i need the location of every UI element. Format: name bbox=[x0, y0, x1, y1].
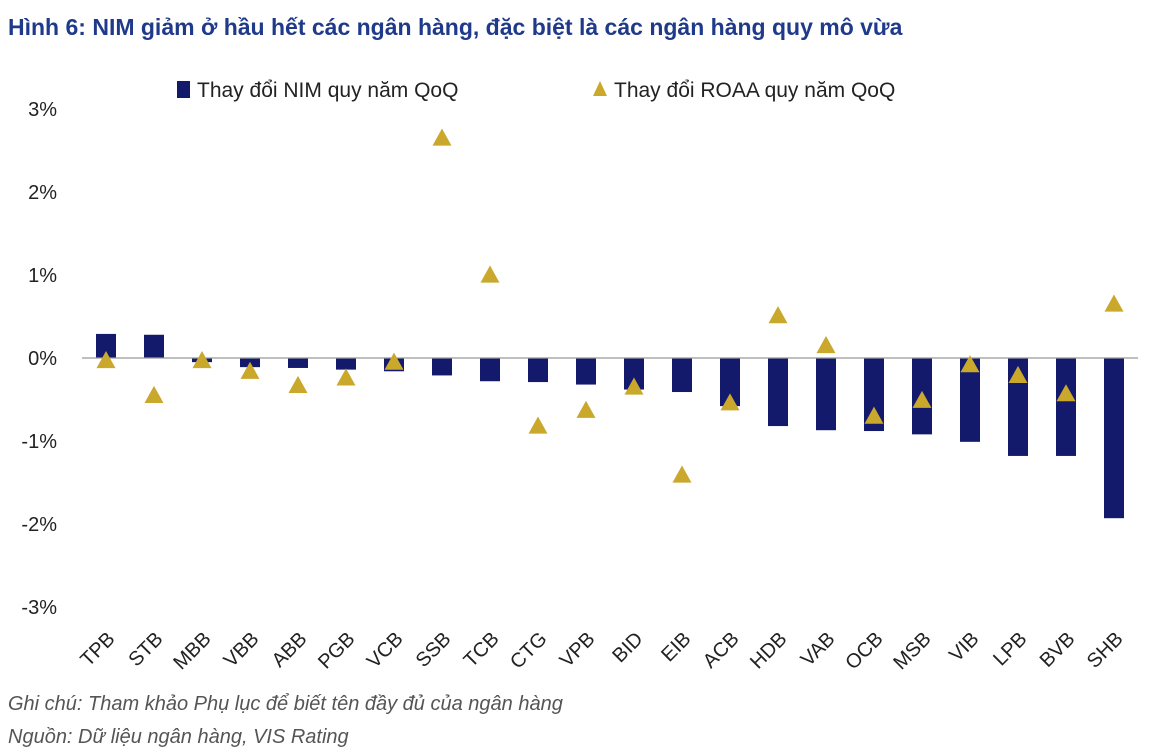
y-tick-label: 1% bbox=[28, 265, 57, 287]
roaa-point bbox=[1056, 384, 1076, 402]
y-tick-label: 3% bbox=[28, 99, 57, 121]
nim-bar bbox=[480, 358, 500, 382]
nim-bar bbox=[336, 358, 356, 370]
x-tick-label: VBB bbox=[220, 628, 264, 672]
x-tick-label: STB bbox=[124, 628, 167, 671]
nim-bar bbox=[816, 358, 836, 431]
x-tick-label: BID bbox=[608, 628, 647, 667]
x-tick-label: SSB bbox=[412, 628, 456, 672]
x-tick-label: MSB bbox=[889, 628, 935, 674]
roaa-point bbox=[240, 361, 260, 379]
nim-bar bbox=[288, 358, 308, 368]
nim-bar bbox=[624, 358, 644, 390]
roaa-point bbox=[864, 406, 884, 424]
x-tick-label: CTG bbox=[506, 628, 551, 673]
roaa-point bbox=[288, 375, 308, 393]
nim-bar bbox=[144, 334, 164, 358]
x-tick-label: VAB bbox=[797, 628, 840, 671]
x-axis: TPB STB MBB VBB ABB PGB VCB SSB TCB CTG VPB BID EIB A… bbox=[76, 628, 1127, 674]
roaa-point bbox=[576, 400, 596, 418]
legend-swatch-nim bbox=[177, 81, 190, 98]
x-tick-label: BVB bbox=[1036, 628, 1080, 672]
nim-bar bbox=[96, 333, 116, 358]
roaa-point bbox=[1008, 365, 1028, 384]
x-tick-label: HDB bbox=[746, 628, 791, 673]
note-text: Ghi chú: Tham khảo Phụ lục để biết tên đ… bbox=[8, 693, 563, 715]
legend-label-roaa: Thay đổi ROAA quy năm QoQ bbox=[614, 79, 895, 102]
x-tick-label: TCB bbox=[460, 628, 504, 672]
roaa-point bbox=[336, 368, 356, 386]
y-tick-label: -3% bbox=[21, 597, 57, 619]
x-tick-label: MBB bbox=[169, 628, 215, 674]
chart-title: Hình 6: NIM giảm ở hầu hết các ngân hàng… bbox=[8, 14, 903, 40]
x-tick-label: TPB bbox=[76, 628, 119, 671]
source-text: Nguồn: Dữ liệu ngân hàng, VIS Rating bbox=[8, 726, 349, 748]
x-tick-label: EIB bbox=[657, 628, 695, 666]
y-axis: 3% 2% 1% 0% -1% -2% -3% bbox=[21, 99, 57, 619]
roaa-point bbox=[528, 416, 548, 434]
roaa-point bbox=[816, 336, 836, 354]
nim-bar bbox=[1056, 358, 1076, 456]
legend-label-nim: Thay đổi NIM quy năm QoQ bbox=[197, 79, 458, 102]
nim-bar bbox=[576, 358, 596, 385]
nim-bar bbox=[864, 358, 884, 432]
roaa-point bbox=[432, 128, 452, 146]
roaa-point bbox=[960, 355, 980, 373]
y-tick-label: -1% bbox=[21, 431, 57, 453]
y-tick-label: -2% bbox=[21, 514, 57, 536]
x-tick-label: ABB bbox=[268, 628, 312, 672]
chart: Thay đổi NIM quy năm QoQ Thay đổi ROAA q… bbox=[21, 79, 1138, 674]
roaa-point bbox=[192, 350, 212, 369]
roaa-point bbox=[144, 385, 164, 403]
nim-bar bbox=[720, 358, 740, 407]
x-tick-label: LPB bbox=[989, 628, 1031, 670]
roaa-point bbox=[912, 390, 932, 408]
roaa-point bbox=[384, 352, 404, 370]
x-tick-label: PGB bbox=[314, 628, 359, 673]
nim-bar bbox=[960, 358, 980, 442]
x-tick-label: VPB bbox=[556, 628, 600, 672]
roaa-point bbox=[480, 265, 500, 283]
x-tick-label: VCB bbox=[363, 628, 408, 673]
roaa-point bbox=[672, 465, 692, 483]
x-tick-label: ACB bbox=[699, 628, 744, 673]
legend: Thay đổi NIM quy năm QoQ Thay đổi ROAA q… bbox=[177, 79, 895, 102]
roaa-point bbox=[624, 377, 644, 395]
roaa-point bbox=[720, 393, 740, 411]
roaa-point bbox=[768, 306, 788, 324]
y-tick-label: 0% bbox=[28, 348, 57, 370]
x-tick-label: OCB bbox=[841, 628, 887, 674]
x-tick-label: VIB bbox=[945, 628, 983, 666]
legend-swatch-roaa bbox=[593, 81, 607, 96]
nim-bar bbox=[672, 358, 692, 393]
nim-bar bbox=[528, 358, 548, 383]
roaa-point bbox=[1104, 294, 1124, 312]
nim-bar bbox=[432, 358, 452, 376]
roaa-points bbox=[96, 128, 1124, 483]
x-tick-label: SHB bbox=[1083, 628, 1128, 673]
nim-bar bbox=[1104, 358, 1124, 519]
nim-bar bbox=[768, 358, 788, 427]
y-tick-label: 2% bbox=[28, 182, 57, 204]
roaa-point bbox=[96, 350, 116, 369]
